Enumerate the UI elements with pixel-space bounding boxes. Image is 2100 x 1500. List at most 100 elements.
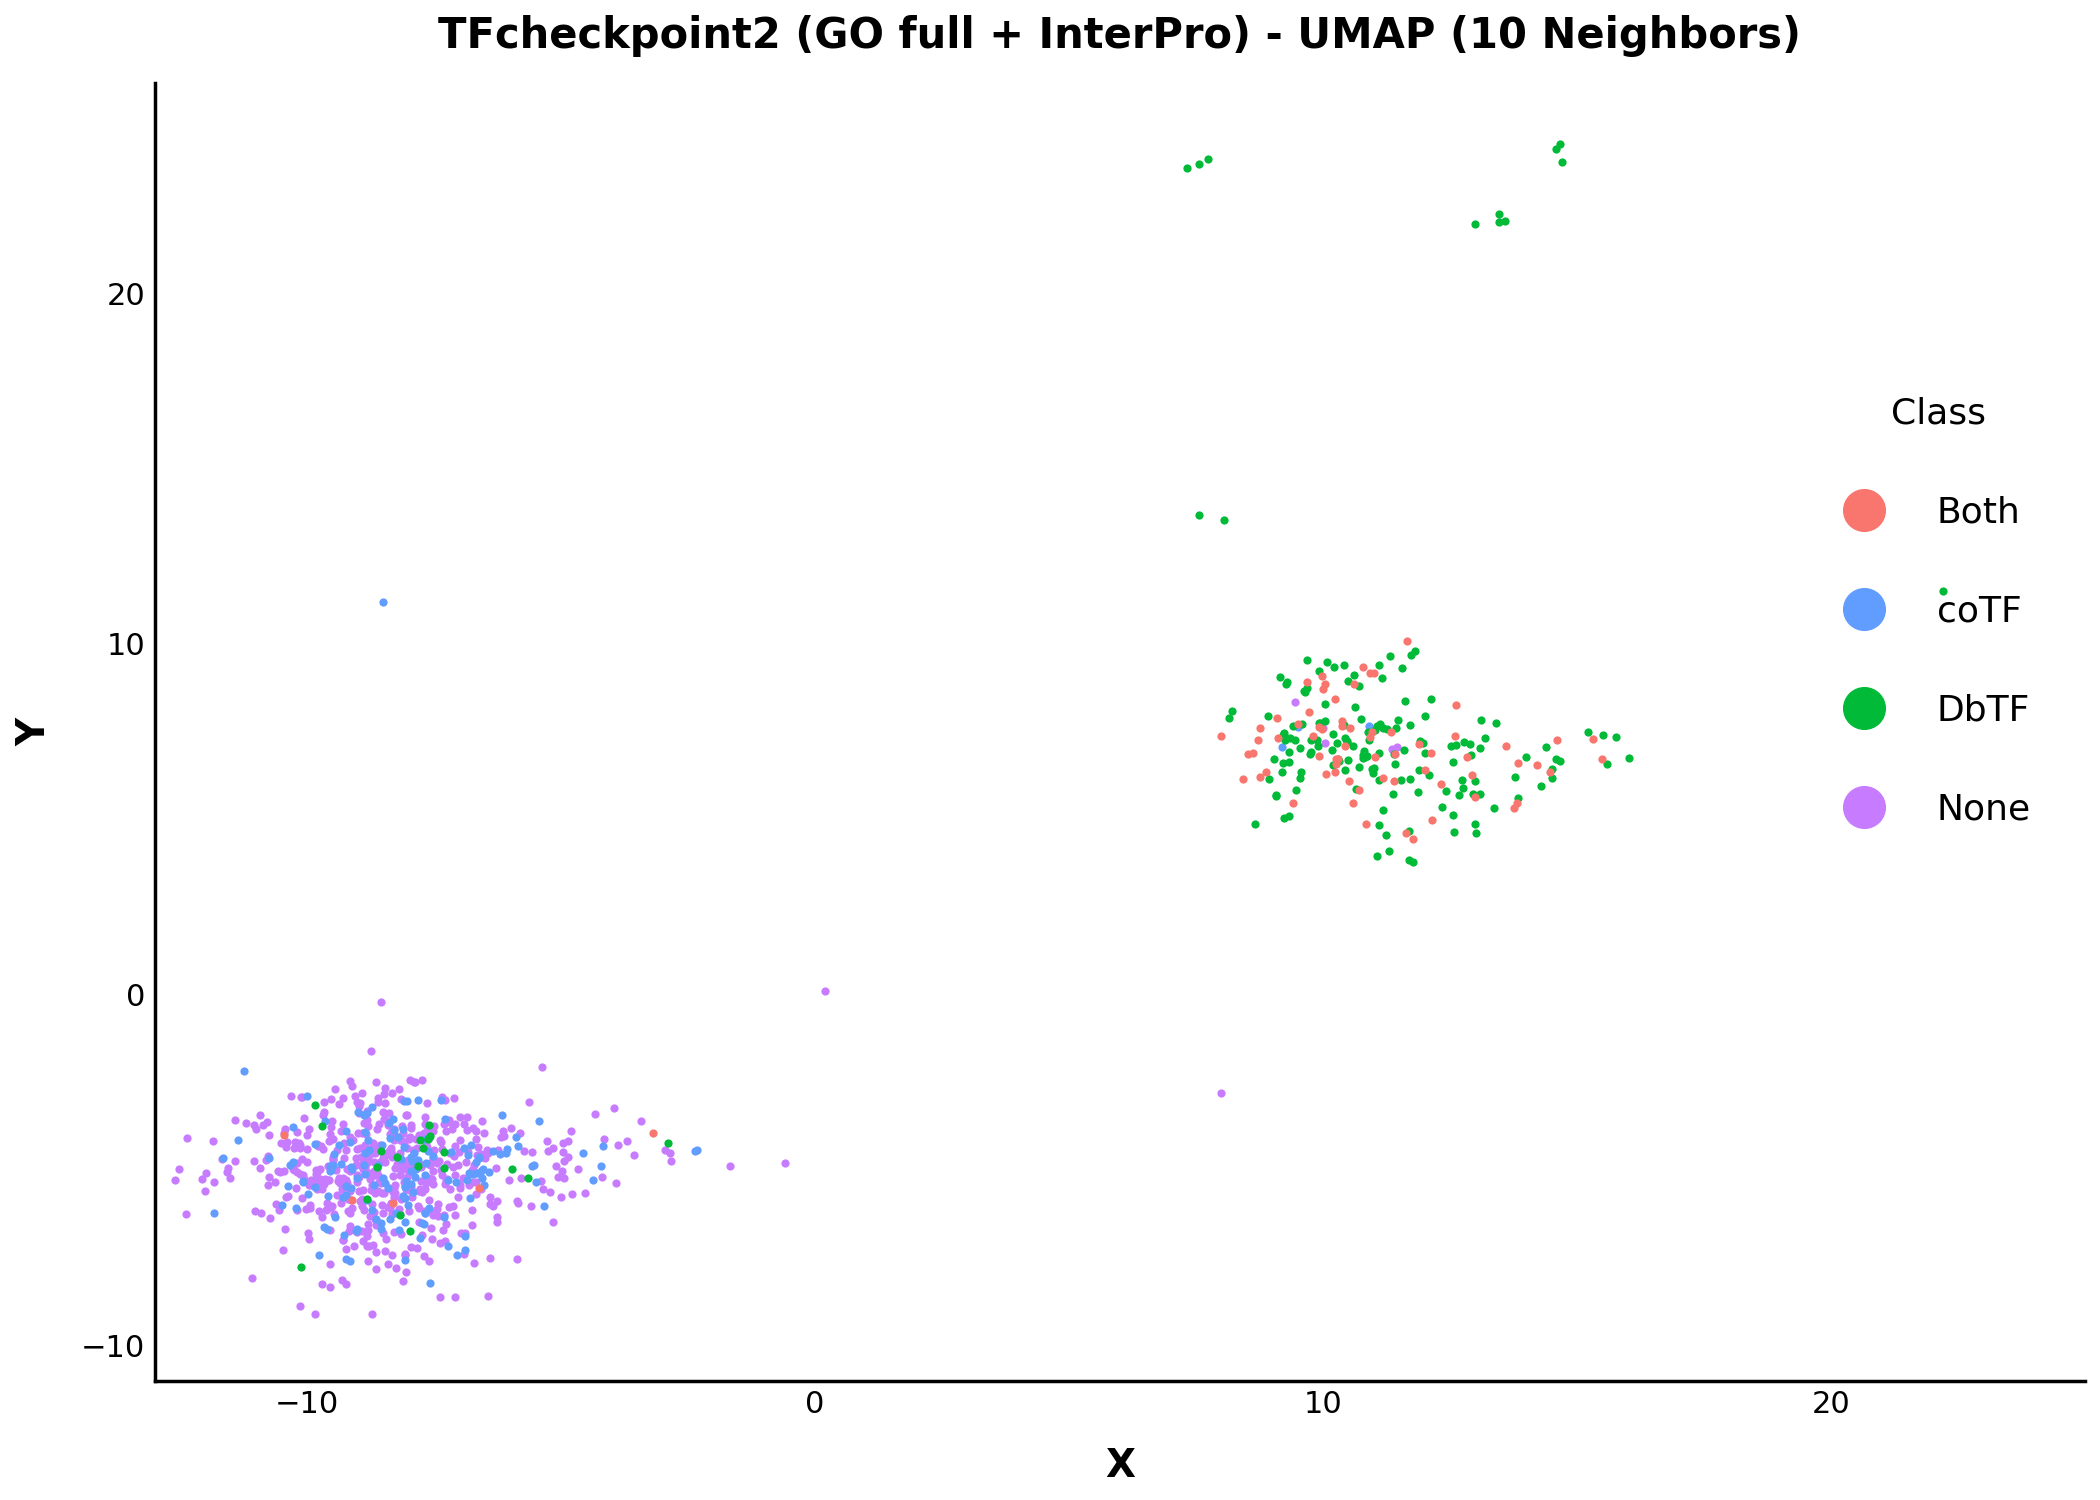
Point	[298, 1302, 332, 1326]
Point	[1386, 656, 1420, 680]
Point	[368, 1082, 401, 1106]
Point	[340, 1089, 374, 1113]
Point	[1464, 708, 1497, 732]
Point	[315, 1158, 349, 1182]
Point	[1483, 210, 1516, 234]
Point	[430, 1119, 464, 1143]
Point	[460, 1150, 493, 1174]
Point	[391, 1166, 424, 1190]
Point	[313, 1160, 346, 1184]
Point	[300, 1172, 334, 1196]
Point	[290, 1197, 323, 1221]
Point	[290, 1137, 323, 1161]
Point	[439, 1164, 472, 1188]
Point	[351, 1108, 384, 1132]
Point	[342, 1179, 376, 1203]
Point	[1268, 672, 1302, 696]
Point	[546, 1131, 580, 1155]
Point	[418, 1138, 452, 1162]
Point	[1392, 847, 1426, 871]
Point	[1483, 202, 1516, 226]
Point	[365, 1202, 399, 1225]
Point	[340, 1137, 374, 1161]
Point	[479, 1156, 512, 1180]
Point	[311, 1168, 344, 1192]
Point	[292, 1192, 326, 1216]
Point	[428, 1212, 462, 1236]
Point	[344, 1154, 378, 1178]
Point	[1390, 821, 1424, 844]
Point	[349, 1142, 382, 1166]
Point	[428, 1107, 462, 1131]
Point	[246, 1113, 279, 1137]
Point	[1376, 782, 1409, 806]
Point	[439, 1170, 472, 1194]
Point	[1399, 639, 1432, 663]
Point	[330, 1156, 363, 1180]
Point	[361, 1086, 395, 1110]
Point	[357, 1140, 391, 1164]
Point	[346, 1230, 380, 1254]
Point	[290, 1150, 323, 1174]
Point	[462, 1136, 496, 1160]
Point	[1443, 783, 1476, 807]
Point	[279, 1152, 313, 1176]
Point	[170, 1126, 204, 1150]
Point	[458, 1160, 491, 1184]
Point	[433, 1142, 466, 1166]
Point	[372, 1101, 405, 1125]
Point	[525, 1054, 559, 1078]
Point	[1319, 730, 1352, 754]
Point	[340, 1170, 374, 1194]
Point	[328, 1173, 361, 1197]
Point	[334, 1155, 367, 1179]
Point	[284, 1161, 317, 1185]
Point	[1346, 742, 1380, 766]
Point	[328, 1131, 361, 1155]
Point	[452, 1143, 485, 1167]
Point	[714, 1154, 748, 1178]
Point	[452, 1173, 485, 1197]
Point	[315, 1110, 349, 1134]
Point	[1239, 812, 1273, 836]
Point	[284, 1086, 317, 1110]
Point	[162, 1156, 195, 1180]
Point	[443, 1173, 477, 1197]
Point	[384, 1156, 418, 1180]
Point	[653, 1149, 687, 1173]
Point	[403, 1210, 437, 1234]
Point	[357, 1142, 391, 1166]
Point	[300, 1160, 334, 1184]
Point	[388, 1089, 422, 1113]
Point	[326, 1176, 359, 1200]
Point	[1250, 760, 1283, 784]
Point	[439, 1286, 472, 1310]
Point	[374, 1244, 407, 1268]
Point	[330, 1238, 363, 1262]
Point	[250, 1148, 284, 1172]
Point	[292, 1221, 326, 1245]
Point	[426, 1203, 460, 1227]
Point	[1273, 740, 1306, 764]
Point	[1403, 758, 1436, 782]
Point	[1216, 699, 1250, 723]
Point	[355, 1173, 388, 1197]
Point	[252, 1173, 286, 1197]
Point	[386, 1131, 420, 1155]
Point	[517, 1154, 550, 1178]
Point	[384, 1203, 418, 1227]
Point	[1340, 777, 1373, 801]
Point	[235, 1266, 269, 1290]
Point	[239, 1116, 273, 1140]
Point	[422, 1149, 456, 1173]
Point	[1586, 723, 1619, 747]
Point	[304, 1272, 338, 1296]
Point	[460, 1170, 493, 1194]
Point	[452, 1106, 485, 1130]
Point	[1525, 774, 1558, 798]
Point	[407, 1122, 441, 1146]
Point	[330, 1174, 363, 1198]
Point	[412, 1167, 445, 1191]
Point	[288, 1106, 321, 1130]
Point	[502, 1134, 536, 1158]
